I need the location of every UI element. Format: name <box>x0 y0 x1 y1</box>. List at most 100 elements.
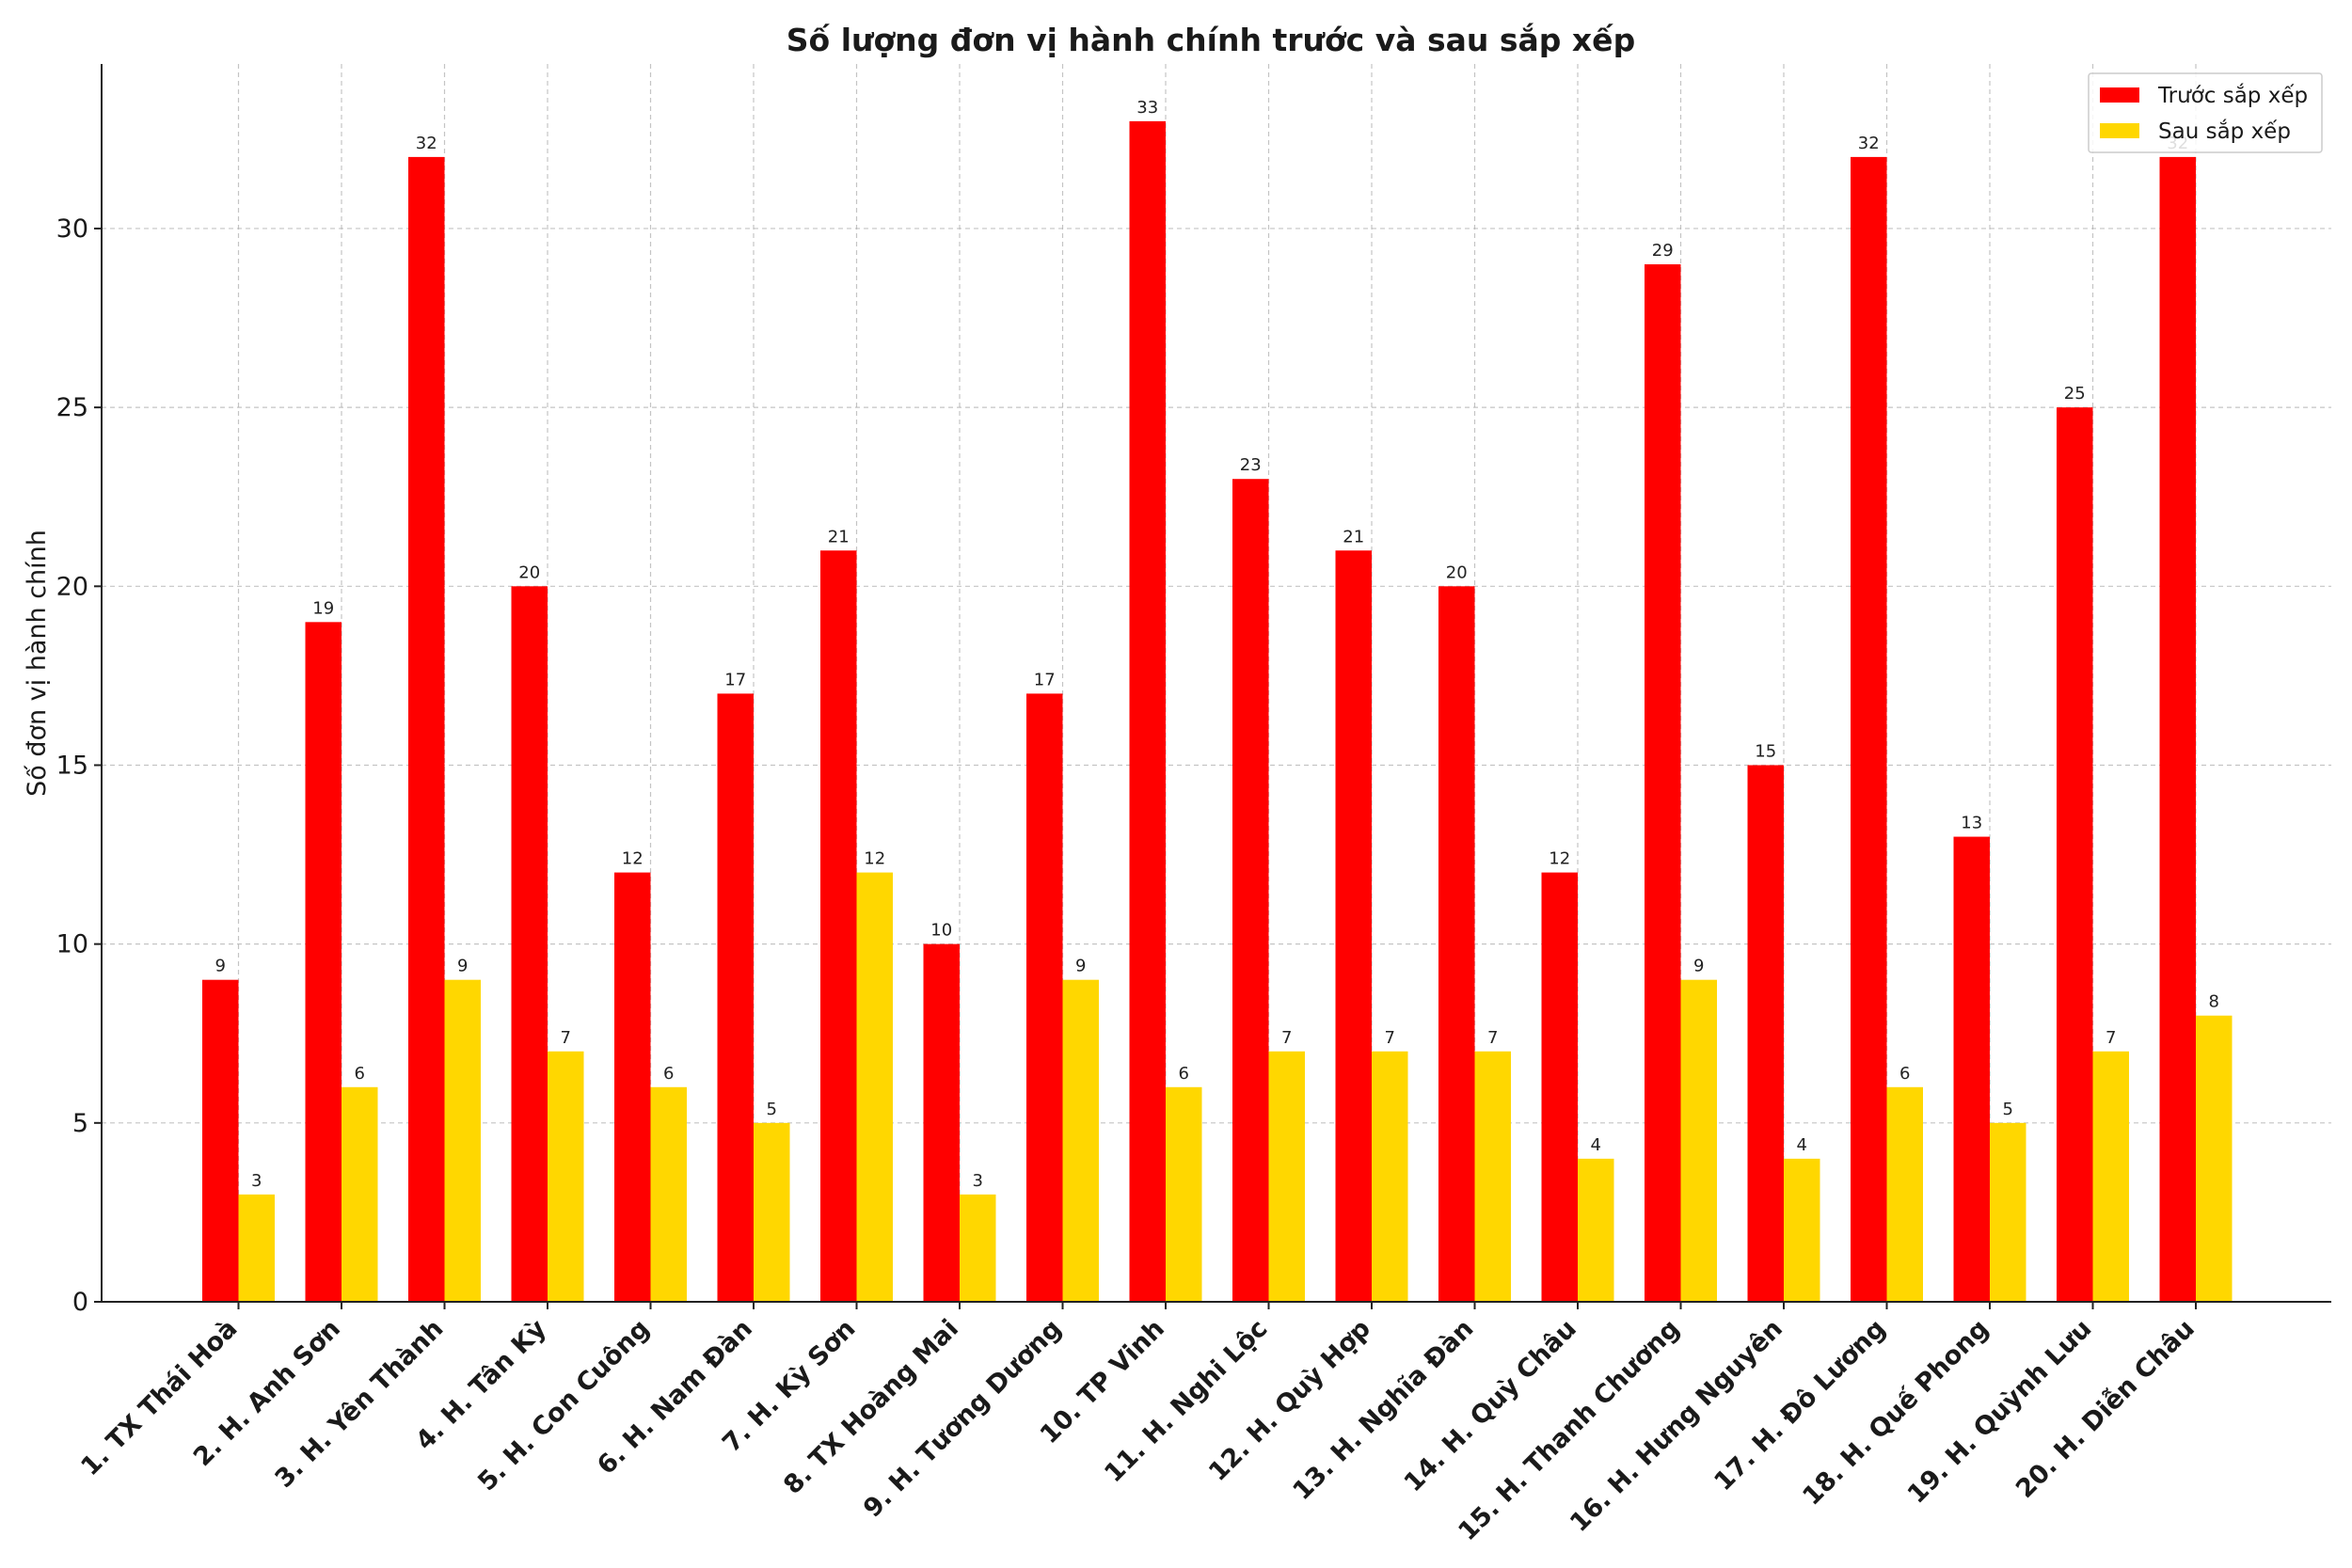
bar-after <box>1578 1158 1614 1302</box>
bar-after <box>960 1194 996 1302</box>
bar-after <box>856 872 893 1302</box>
bar-before <box>1232 479 1269 1303</box>
bar-before <box>511 586 548 1302</box>
data-label-before: 20 <box>518 562 540 582</box>
data-label-after: 4 <box>1591 1135 1601 1155</box>
data-label-after: 7 <box>1487 1028 1498 1048</box>
data-label-after: 7 <box>561 1028 571 1048</box>
data-label-after: 7 <box>1385 1028 1395 1048</box>
bar-after <box>1784 1158 1820 1302</box>
legend-swatch-after <box>2100 123 2139 138</box>
bar-after <box>650 1086 687 1302</box>
x-tick-label: 8. TX Hoàng Mai <box>778 1314 964 1500</box>
data-label-after: 5 <box>2003 1100 2013 1119</box>
y-tick-label: 30 <box>56 214 88 244</box>
data-label-after: 4 <box>1797 1135 1807 1155</box>
bar-after <box>342 1086 378 1302</box>
y-tick-label: 15 <box>56 751 88 780</box>
data-label-before: 20 <box>1446 562 1468 582</box>
data-label-after: 6 <box>355 1064 365 1084</box>
bar-after <box>1166 1086 1202 1302</box>
bar-before <box>2057 407 2093 1302</box>
y-axis-label: Số đơn vị hành chính <box>23 530 52 797</box>
x-tick-label: 19. H. Quỳnh Lưu <box>1902 1314 2098 1510</box>
x-tick-label: 20. H. Diễn Châu <box>2010 1314 2201 1504</box>
x-tick-label: 18. H. Quế Phong <box>1797 1314 1994 1512</box>
bar-after <box>2196 1015 2233 1302</box>
bar-before <box>717 693 754 1302</box>
data-label-before: 25 <box>2064 384 2086 404</box>
data-label-after: 6 <box>1899 1064 1910 1084</box>
bar-before <box>408 156 445 1303</box>
bar-before <box>1541 872 1578 1302</box>
bar-before <box>1851 156 1887 1303</box>
y-ticks: 0 5 10 15 20 25 30 <box>56 214 102 1317</box>
bar-before <box>923 943 960 1302</box>
data-label-before: 12 <box>1549 849 1570 869</box>
data-label-before: 33 <box>1136 98 1158 118</box>
chart-title: Số lượng đơn vị hành chính trước và sau … <box>787 22 1635 58</box>
bars: 9193220121721101733232120122915321325323… <box>202 98 2233 1303</box>
data-label-after: 3 <box>973 1171 983 1191</box>
data-label-before: 32 <box>1858 134 1880 153</box>
data-label-after: 7 <box>2106 1028 2116 1048</box>
bar-before <box>1026 693 1063 1302</box>
bar-after <box>1886 1086 1923 1302</box>
bar-after <box>754 1122 790 1302</box>
bar-after <box>1474 1051 1511 1302</box>
data-label-before: 15 <box>1755 741 1776 761</box>
bar-after <box>548 1051 584 1302</box>
data-label-before: 17 <box>1034 670 1056 689</box>
legend-label-after: Sau sắp xếp <box>2158 119 2291 144</box>
data-label-after: 9 <box>457 957 468 976</box>
data-label-before: 12 <box>622 849 644 869</box>
bar-before <box>820 550 857 1302</box>
data-label-after: 8 <box>2209 992 2219 1012</box>
data-label-before: 32 <box>416 134 437 153</box>
bar-after <box>1990 1122 2026 1302</box>
x-tick-label: 16. H. Hưng Nguyên <box>1565 1314 1788 1538</box>
legend-label-before: Trước sắp xếp <box>2157 83 2308 108</box>
data-label-before: 10 <box>930 921 952 941</box>
data-label-after: 7 <box>1281 1028 1292 1048</box>
legend-box <box>2088 72 2323 153</box>
bar-after <box>1680 979 1717 1302</box>
bar-before <box>1645 263 1681 1302</box>
bar-after <box>2092 1051 2129 1302</box>
data-label-after: 5 <box>767 1100 777 1119</box>
legend-swatch-before <box>2100 87 2139 103</box>
x-tick-label: 3. H. Yên Thành <box>270 1314 450 1494</box>
bar-before <box>614 872 651 1302</box>
bar-before <box>2159 156 2196 1303</box>
bar-before <box>305 622 342 1302</box>
x-tick-label: 9. H. Tương Dương <box>858 1314 1067 1523</box>
data-label-after: 9 <box>1693 957 1704 976</box>
data-label-before: 29 <box>1652 241 1674 261</box>
bar-before <box>1335 550 1372 1302</box>
x-tick-label: 17. H. Đô Lương <box>1708 1314 1891 1497</box>
data-label-after: 6 <box>1179 1064 1189 1084</box>
y-tick-label: 25 <box>56 393 88 422</box>
y-tick-label: 5 <box>72 1109 88 1138</box>
bar-before <box>1129 120 1166 1303</box>
y-tick-label: 10 <box>56 930 88 959</box>
bar-after <box>1062 979 1099 1302</box>
bar-before <box>1747 765 1784 1302</box>
y-tick-label: 0 <box>72 1288 88 1317</box>
data-label-before: 17 <box>724 670 746 689</box>
data-label-after: 3 <box>251 1171 262 1191</box>
data-label-after: 9 <box>1075 957 1086 976</box>
bar-before <box>1953 836 1990 1302</box>
data-label-before: 21 <box>1343 527 1364 546</box>
bar-after <box>1268 1051 1305 1302</box>
bar-after <box>1372 1051 1408 1302</box>
x-tick-label: 5. H. Con Cuông <box>472 1314 655 1497</box>
bar-before <box>202 979 239 1302</box>
bar-after <box>238 1194 275 1302</box>
legend: Trước sắp xếp Sau sắp xếp <box>2088 72 2323 153</box>
data-label-before: 23 <box>1240 455 1262 475</box>
axes <box>101 64 2331 1303</box>
data-label-after: 12 <box>864 849 885 869</box>
